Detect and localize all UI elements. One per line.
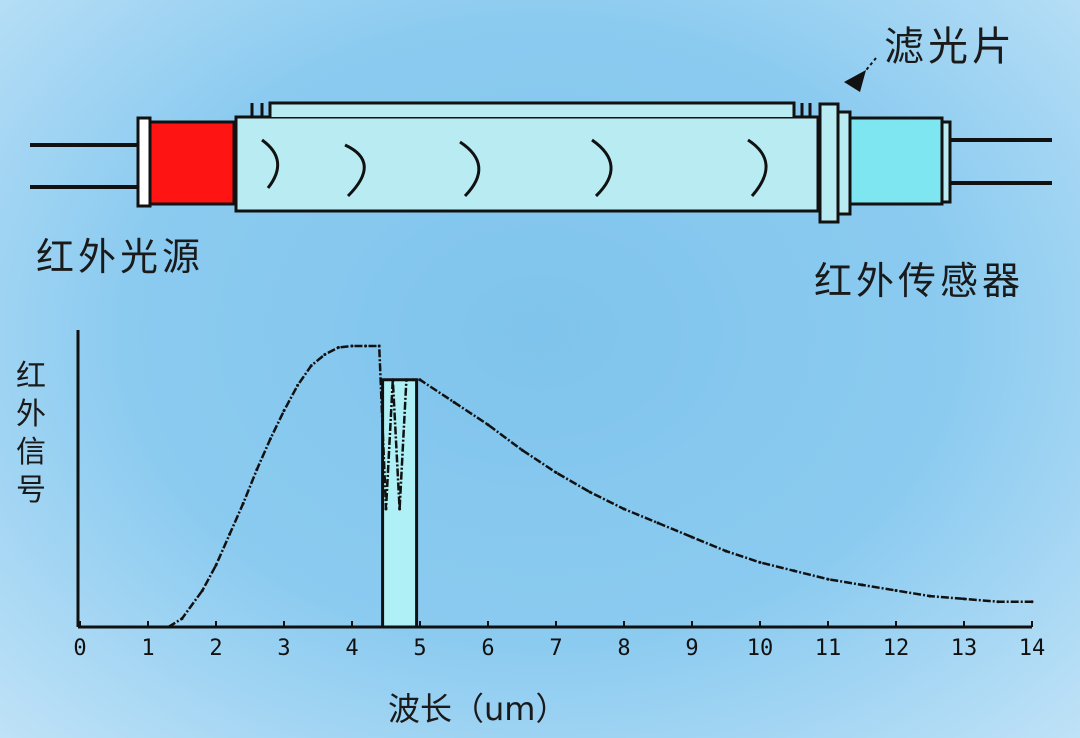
data-point <box>894 588 898 592</box>
infrared-source-label: 红外光源 <box>36 235 205 279</box>
data-point <box>690 535 694 539</box>
data-point <box>411 378 415 382</box>
x-tick-label: 14 <box>1018 636 1046 661</box>
data-point <box>996 600 1000 604</box>
data-point <box>268 437 272 441</box>
data-point <box>622 507 626 511</box>
data-point <box>826 577 830 581</box>
data-point <box>656 521 660 525</box>
x-tick-label: 10 <box>746 636 774 661</box>
data-point <box>309 364 313 368</box>
x-tick-label: 9 <box>685 636 699 661</box>
data-point <box>323 352 327 356</box>
data-point <box>241 501 245 505</box>
data-point <box>255 468 259 472</box>
x-tick-label: 1 <box>141 636 155 661</box>
data-point <box>180 617 184 621</box>
source-housing <box>136 116 152 208</box>
data-point <box>384 507 388 511</box>
data-point <box>350 344 354 348</box>
spectrum-curve <box>167 344 1032 629</box>
data-point <box>724 549 728 553</box>
data-point <box>398 507 402 511</box>
data-point <box>792 569 796 573</box>
infrared-sensor <box>848 116 944 206</box>
infrared-sensor-label: 红外传感器 <box>814 259 1025 303</box>
filter-label: 滤光片 <box>884 24 1016 70</box>
data-point <box>377 344 381 348</box>
data-point <box>200 588 204 592</box>
data-point <box>928 594 932 598</box>
ir-spectrum-chart <box>76 330 1034 629</box>
x-tick-label: 6 <box>481 636 495 661</box>
data-point <box>364 344 368 348</box>
data-point <box>758 560 762 564</box>
x-tick-label: 13 <box>950 636 978 661</box>
data-point <box>520 448 524 452</box>
data-point <box>336 345 340 349</box>
data-point <box>214 563 218 567</box>
x-tick-label: 12 <box>882 636 910 661</box>
x-tick-label: 5 <box>413 636 427 661</box>
sensor-leads <box>950 138 1052 185</box>
filter-pointer-icon <box>844 57 877 92</box>
x-tick-label: 11 <box>814 636 842 661</box>
y-axis-label: 红外信号 <box>16 359 46 508</box>
x-tick-label: 7 <box>549 636 563 661</box>
data-point <box>418 378 422 382</box>
data-point <box>228 532 232 536</box>
data-point <box>588 490 592 494</box>
data-point <box>391 378 395 382</box>
gas-chamber <box>234 101 820 213</box>
sensor-cap <box>940 120 952 204</box>
data-point <box>452 400 456 404</box>
ir-wave-chevrons <box>261 138 768 198</box>
infrared-source <box>148 120 236 206</box>
data-point <box>860 583 864 587</box>
x-tick-label: 2 <box>209 636 223 661</box>
x-tick-label: 4 <box>345 636 359 661</box>
data-point <box>282 409 286 413</box>
source-leads <box>30 143 138 189</box>
data-point <box>404 378 408 382</box>
data-point <box>486 423 490 427</box>
data-point <box>296 383 300 387</box>
x-tick-label: 0 <box>73 636 87 661</box>
data-point <box>1030 600 1034 604</box>
data-point <box>554 470 558 474</box>
filter-window <box>818 102 840 224</box>
x-tick-label: 3 <box>277 636 291 661</box>
data-point <box>962 597 966 601</box>
data-point <box>166 625 170 629</box>
x-tick-label: 8 <box>617 636 631 661</box>
sensor-housing <box>836 110 852 216</box>
x-axis-label: 波长（um） <box>388 690 568 728</box>
